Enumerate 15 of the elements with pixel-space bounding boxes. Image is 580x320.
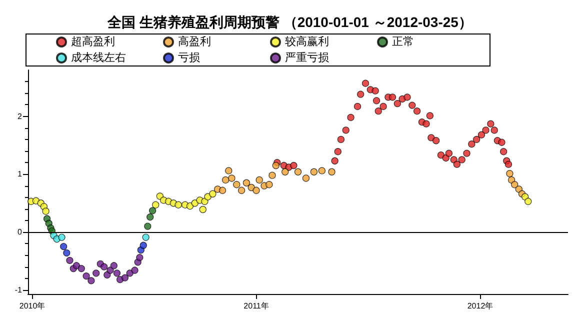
legend-label: 高盈利 — [178, 35, 211, 48]
chart-title: 全国 生猪养殖盈利周期预警 （2010-01-01 ～2012-03-25） — [106, 14, 472, 30]
legend-label: 超高盈利 — [71, 35, 115, 48]
y-tick-label: 2 — [18, 112, 23, 121]
x-tick-label: 2011年 — [244, 302, 269, 310]
x-tick-label: 2010年 — [19, 302, 46, 310]
y-tick-label: 1 — [18, 170, 23, 179]
y-tick-label: 0 — [18, 228, 23, 237]
legend-label: 正常 — [392, 35, 414, 48]
legend-label: 成本线左右 — [71, 51, 126, 64]
y-tick-label: -1 — [14, 285, 23, 294]
legend-label: 较高赢利 — [285, 35, 329, 48]
x-tick-label: 2012年 — [467, 302, 494, 310]
legend-label: 严重亏损 — [285, 51, 329, 64]
legend-label: 亏损 — [178, 52, 200, 64]
